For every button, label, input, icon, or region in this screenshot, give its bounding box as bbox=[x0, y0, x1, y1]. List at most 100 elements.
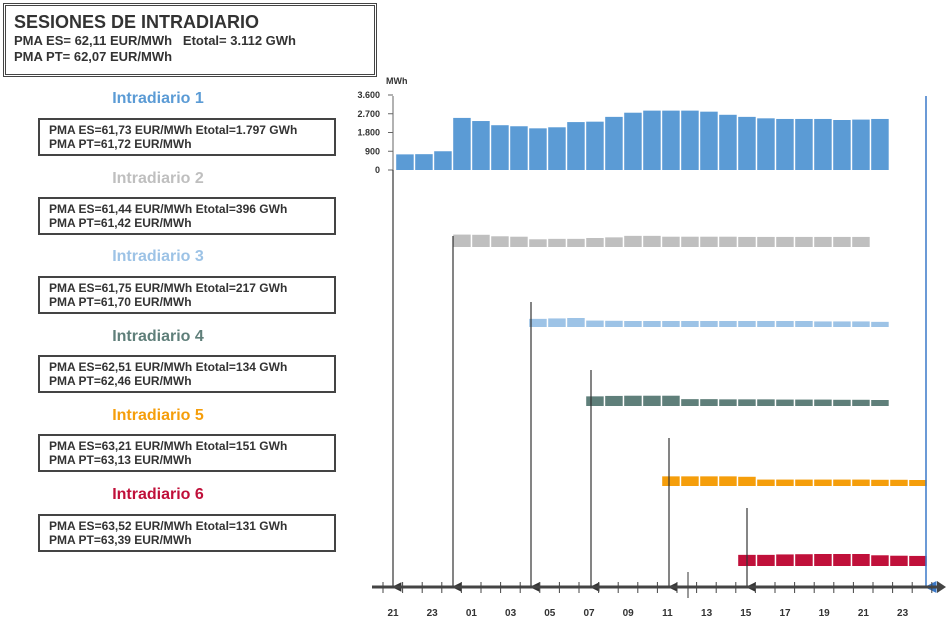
bar bbox=[795, 321, 813, 327]
session-6-pt: PMA PT=63,39 EUR/MWh bbox=[49, 533, 192, 547]
y-tick-label: 1.800 bbox=[357, 128, 380, 138]
bar bbox=[757, 236, 775, 247]
y-tick-label: 900 bbox=[365, 146, 380, 156]
bar bbox=[472, 121, 490, 170]
bar bbox=[814, 479, 832, 486]
bar bbox=[700, 476, 718, 486]
bar bbox=[586, 121, 604, 170]
bar bbox=[719, 236, 737, 247]
session-2-es: PMA ES=61,44 EUR/MWh Etotal=396 GWh bbox=[49, 202, 288, 216]
bar bbox=[453, 234, 471, 247]
bar bbox=[624, 235, 642, 247]
bar bbox=[548, 318, 566, 327]
bar bbox=[852, 554, 870, 566]
bar bbox=[833, 321, 851, 327]
x-tick-label: 05 bbox=[544, 608, 556, 619]
bar bbox=[738, 476, 756, 486]
bar bbox=[833, 399, 851, 406]
session-6-title: Intradiario 6 bbox=[112, 486, 204, 503]
bar bbox=[662, 476, 680, 486]
bar bbox=[605, 237, 623, 247]
bar bbox=[567, 318, 585, 327]
session-4-es: PMA ES=62,51 EUR/MWh Etotal=134 GWh bbox=[49, 360, 288, 374]
x-tick-label: 09 bbox=[623, 608, 635, 619]
x-tick-label: 17 bbox=[779, 608, 791, 619]
bar bbox=[643, 395, 661, 406]
session-1-title: Intradiario 1 bbox=[112, 90, 204, 107]
y-axis-label: MWh bbox=[386, 76, 408, 86]
bar bbox=[757, 554, 775, 566]
bar bbox=[681, 236, 699, 247]
x-tick-label: 07 bbox=[583, 608, 595, 619]
session-3-box: PMA ES=61,75 EUR/MWh Etotal=217 GWh PMA … bbox=[38, 276, 336, 314]
bar bbox=[567, 238, 585, 247]
bar bbox=[738, 236, 756, 247]
bar bbox=[548, 238, 566, 247]
bar bbox=[776, 236, 794, 247]
bar bbox=[757, 399, 775, 406]
bar bbox=[833, 236, 851, 247]
bar bbox=[643, 321, 661, 327]
bar bbox=[871, 118, 889, 170]
y-tick-label: 3.600 bbox=[357, 90, 380, 100]
bar bbox=[757, 321, 775, 327]
bar bbox=[586, 238, 604, 247]
session-2-pt: PMA PT=61,42 EUR/MWh bbox=[49, 216, 192, 230]
session-1-box: PMA ES=61,73 EUR/MWh Etotal=1.797 GWh PM… bbox=[38, 118, 336, 156]
bar bbox=[681, 399, 699, 406]
session-6-es: PMA ES=63,52 EUR/MWh Etotal=131 GWh bbox=[49, 519, 288, 533]
bar bbox=[719, 321, 737, 327]
session-5-box: PMA ES=63,21 EUR/MWh Etotal=151 GWh PMA … bbox=[38, 434, 336, 472]
x-tick-label: 13 bbox=[701, 608, 713, 619]
bar bbox=[795, 118, 813, 170]
session-4-box: PMA ES=62,51 EUR/MWh Etotal=134 GWh PMA … bbox=[38, 355, 336, 393]
session-5-pt: PMA PT=63,13 EUR/MWh bbox=[49, 453, 192, 467]
session-2-title: Intradiario 2 bbox=[112, 170, 204, 187]
x-axis-arrow-icon bbox=[937, 581, 946, 593]
bar bbox=[700, 236, 718, 247]
bar bbox=[719, 476, 737, 486]
bar bbox=[491, 236, 509, 247]
bar bbox=[643, 235, 661, 247]
bar bbox=[795, 399, 813, 406]
bar bbox=[529, 318, 547, 327]
bar bbox=[510, 126, 528, 170]
bar bbox=[871, 479, 889, 486]
session-1-pt: PMA PT=61,72 EUR/MWh bbox=[49, 137, 192, 151]
bar bbox=[738, 116, 756, 170]
bar bbox=[529, 128, 547, 170]
bar bbox=[719, 399, 737, 406]
session-3-title: Intradiario 3 bbox=[112, 248, 204, 265]
bar bbox=[548, 127, 566, 170]
y-tick-label: 2.700 bbox=[357, 109, 380, 119]
x-tick-label: 23 bbox=[427, 608, 439, 619]
x-tick-label: 03 bbox=[505, 608, 517, 619]
session-5-es: PMA ES=63,21 EUR/MWh Etotal=151 GWh bbox=[49, 439, 288, 453]
bar bbox=[871, 321, 889, 327]
bar bbox=[852, 236, 870, 247]
bar bbox=[396, 154, 414, 170]
bar bbox=[814, 399, 832, 406]
summary-line-es: PMA ES= 62,11 EUR/MWh Etotal= 3.112 GWh bbox=[14, 33, 296, 48]
bar bbox=[586, 396, 604, 406]
bar bbox=[624, 112, 642, 170]
bar bbox=[814, 236, 832, 247]
bar bbox=[795, 554, 813, 566]
bar bbox=[567, 122, 585, 170]
bar bbox=[776, 118, 794, 170]
bar bbox=[776, 399, 794, 406]
bar bbox=[719, 114, 737, 170]
bar bbox=[681, 476, 699, 486]
bar bbox=[643, 110, 661, 170]
bar bbox=[624, 395, 642, 406]
bar bbox=[795, 479, 813, 486]
bar bbox=[453, 117, 471, 170]
bar bbox=[491, 125, 509, 170]
bar bbox=[662, 110, 680, 170]
bar bbox=[776, 321, 794, 327]
bar bbox=[662, 321, 680, 327]
bar bbox=[757, 479, 775, 486]
bar bbox=[909, 480, 927, 486]
bar bbox=[814, 554, 832, 566]
